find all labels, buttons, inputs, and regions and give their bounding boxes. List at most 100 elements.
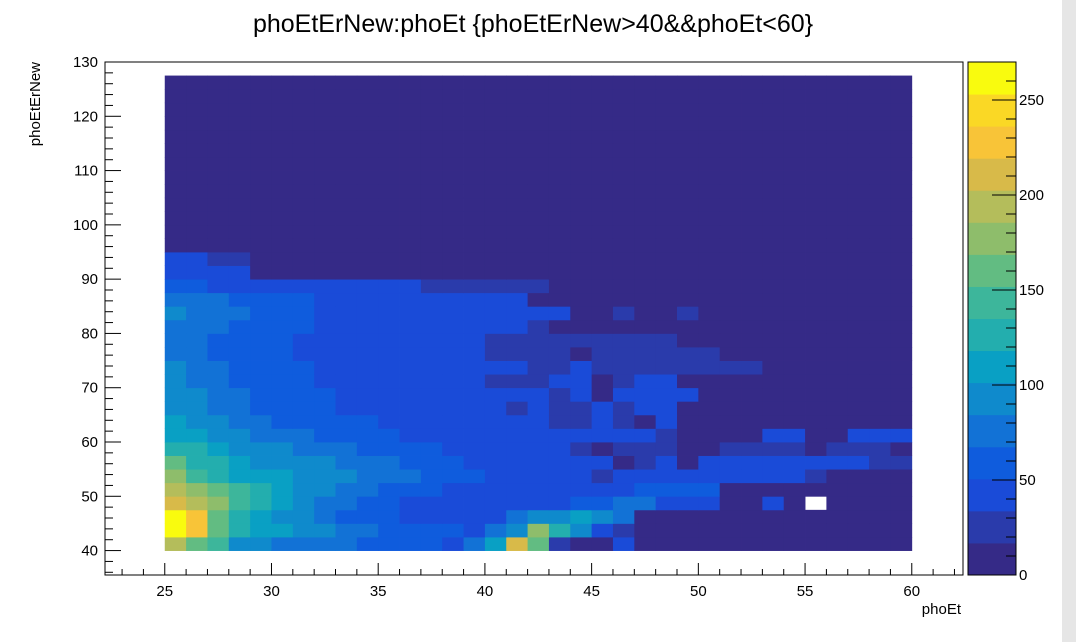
heat-cell (719, 211, 742, 226)
heat-cell (591, 469, 614, 484)
heat-cell (378, 401, 400, 416)
heat-cell (463, 170, 486, 185)
heat-cell (826, 89, 849, 104)
heat-cell (741, 306, 763, 321)
heat-cell (378, 75, 400, 90)
heat-cell (378, 306, 400, 321)
heat-cell (612, 319, 635, 334)
heat-cell (762, 197, 785, 212)
heat-cell (655, 197, 678, 212)
heat-cell (677, 89, 699, 104)
heat-cell (634, 116, 657, 131)
heat-cell (634, 319, 657, 334)
heat-cell (527, 523, 550, 538)
heat-cell (399, 455, 422, 470)
heat-cell (314, 523, 336, 538)
heat-cell (719, 523, 742, 538)
heat-cell (186, 292, 208, 307)
heat-cell (847, 333, 870, 348)
heat-cell (591, 401, 614, 416)
heat-cell (378, 455, 400, 470)
heat-cell (420, 509, 443, 524)
heat-cell (399, 238, 422, 253)
heat-cell (164, 428, 187, 443)
heat-cell (420, 496, 443, 511)
heat-cell (463, 89, 486, 104)
heat-cell (741, 170, 763, 185)
heat-cell (506, 387, 528, 402)
heat-cell (484, 496, 507, 511)
heat-cell (506, 157, 528, 171)
heat-cell (847, 252, 870, 266)
heat-cell (335, 143, 358, 158)
heat-cell (570, 75, 593, 90)
heat-cell (591, 442, 614, 456)
heat-cell (292, 442, 315, 456)
heat-cell (420, 224, 443, 239)
heat-cell (741, 523, 763, 538)
heat-cell (783, 414, 806, 429)
heat-cell (271, 265, 294, 280)
heat-cell (271, 414, 294, 429)
heat-cell (570, 428, 593, 443)
colorbar-frame (967, 61, 1017, 576)
heat-cell (847, 292, 870, 307)
heat-cell (548, 347, 571, 361)
heat-cell (356, 387, 379, 402)
heat-cell (271, 157, 294, 171)
heat-cell (847, 401, 870, 416)
heat-cell (548, 238, 571, 253)
heat-cell (570, 197, 593, 212)
heat-cell (741, 157, 763, 171)
heat-cell (399, 469, 422, 484)
heat-cell (186, 401, 208, 416)
heat-cell (890, 279, 913, 294)
heat-cell (762, 387, 785, 402)
heat-cell (869, 89, 891, 104)
heat-cell (378, 387, 400, 402)
heat-cell (506, 143, 528, 158)
heat-cell (847, 184, 870, 199)
heat-cell (634, 428, 657, 443)
heat-cell (612, 116, 635, 131)
heat-cell (805, 455, 827, 470)
heat-cell (698, 143, 721, 158)
heat-cell (527, 306, 550, 321)
heat-cell (420, 157, 443, 171)
heat-cell (271, 455, 294, 470)
heat-cell (869, 157, 891, 171)
heat-cell (570, 347, 593, 361)
heat-cell (762, 428, 785, 443)
heat-cell (164, 469, 187, 484)
heat-cell (250, 455, 272, 470)
heat-cell (847, 89, 870, 104)
heat-cell (164, 333, 187, 348)
heat-cell (314, 442, 336, 456)
heat-cell (442, 333, 464, 348)
heat-cell (890, 387, 913, 402)
heat-cell (506, 197, 528, 212)
heat-cell (292, 238, 315, 253)
heat-cell (805, 347, 827, 361)
heat-cell (207, 238, 230, 253)
heat-cell (399, 537, 422, 551)
heat-cell (356, 523, 379, 538)
heat-cell (869, 170, 891, 185)
heat-cell (186, 89, 208, 104)
heat-cell (420, 537, 443, 551)
heat-cell (506, 509, 528, 524)
heat-cell (570, 143, 593, 158)
heat-cell (847, 387, 870, 402)
heat-cell (612, 279, 635, 294)
heat-cell (826, 143, 849, 158)
heat-cell (207, 89, 230, 104)
heat-cell (314, 279, 336, 294)
heat-cell (399, 442, 422, 456)
heat-cell (634, 170, 657, 185)
heat-cell (463, 319, 486, 334)
heat-cell (762, 374, 785, 389)
heat-cell (314, 401, 336, 416)
heat-cell (698, 333, 721, 348)
heat-cell (548, 509, 571, 524)
heat-cell (442, 347, 464, 361)
